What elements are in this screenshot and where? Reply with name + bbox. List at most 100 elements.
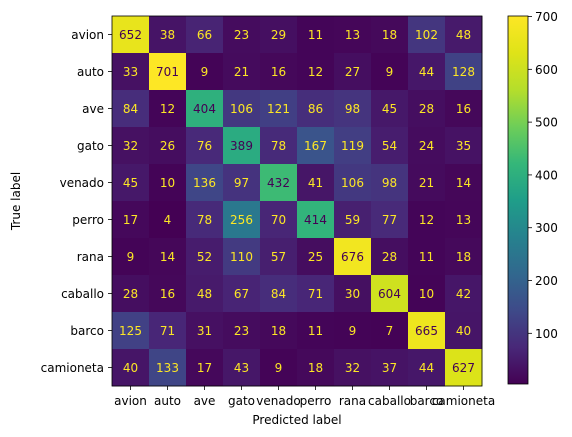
cell-value-4-0: 45 <box>123 176 138 190</box>
heatmap-cell-7-5 <box>297 275 335 313</box>
cell-value-9-4: 9 <box>275 361 283 375</box>
heatmap-cell-4-5 <box>297 164 335 202</box>
x-tick-label-2: ave <box>194 394 216 408</box>
cell-value-4-1: 10 <box>160 176 175 190</box>
heatmap-cell-8-4 <box>260 312 298 350</box>
cell-value-5-9: 13 <box>456 213 471 227</box>
cell-value-0-6: 13 <box>345 28 360 42</box>
heatmap-cell-4-4 <box>260 164 298 202</box>
cell-value-0-0: 652 <box>119 28 142 42</box>
cell-value-2-5: 86 <box>308 102 323 116</box>
heatmap-cell-2-4 <box>260 90 298 128</box>
cell-value-7-4: 84 <box>271 287 286 301</box>
heatmap-cell-2-9 <box>445 90 483 128</box>
heatmap-cell-2-7 <box>371 90 409 128</box>
cell-value-3-9: 35 <box>456 139 471 153</box>
cell-value-3-0: 32 <box>123 139 138 153</box>
cell-value-8-3: 23 <box>234 324 249 338</box>
heatmap-cell-1-8 <box>408 53 446 91</box>
cell-value-9-0: 40 <box>123 361 138 375</box>
cell-value-6-5: 25 <box>308 250 323 264</box>
heatmap-cell-1-5 <box>297 53 335 91</box>
heatmap-cell-9-2 <box>186 349 224 387</box>
cell-value-3-3: 389 <box>230 139 253 153</box>
y-tick-label-8: barco <box>70 324 104 338</box>
heatmap-cell-8-1 <box>149 312 187 350</box>
cell-value-4-4: 432 <box>267 176 290 190</box>
heatmap-cell-4-9 <box>445 164 483 202</box>
heatmap-cell-8-9 <box>445 312 483 350</box>
colorbar-tick-label-1: 200 <box>535 274 558 288</box>
heatmap-cell-3-5 <box>297 127 335 165</box>
cell-value-4-7: 98 <box>382 176 397 190</box>
heatmap-cell-7-6 <box>334 275 372 313</box>
cell-value-0-8: 102 <box>415 28 438 42</box>
cell-value-2-2: 404 <box>193 102 216 116</box>
cell-value-5-8: 12 <box>419 213 434 227</box>
cell-value-2-3: 106 <box>230 102 253 116</box>
heatmap-cell-2-6 <box>334 90 372 128</box>
cell-value-3-6: 119 <box>341 139 364 153</box>
heatmap-cell-5-2 <box>186 201 224 239</box>
heatmap-cell-7-3 <box>223 275 261 313</box>
heatmap-cell-8-3 <box>223 312 261 350</box>
heatmap-cell-9-5 <box>297 349 335 387</box>
heatmap-cell-6-8 <box>408 238 446 276</box>
heatmap-cell-4-7 <box>371 164 409 202</box>
heatmap-cell-9-7 <box>371 349 409 387</box>
cell-value-2-4: 121 <box>267 102 290 116</box>
x-axis-label: Predicted label <box>252 413 341 427</box>
heatmap-cell-2-3 <box>223 90 261 128</box>
cell-value-1-2: 9 <box>201 65 209 79</box>
heatmap-cell-5-1 <box>149 201 187 239</box>
cell-value-7-1: 16 <box>160 287 175 301</box>
y-axis-ticks: avion auto ave gato venado perro rana caballo ba… <box>41 28 112 375</box>
colorbar <box>507 15 529 385</box>
cell-value-2-7: 45 <box>382 102 397 116</box>
y-tick-label-1: auto <box>77 65 104 79</box>
cell-value-7-8: 10 <box>419 287 434 301</box>
heatmap-cell-4-1 <box>149 164 187 202</box>
cell-value-8-4: 18 <box>271 324 286 338</box>
cell-value-9-8: 44 <box>419 361 434 375</box>
cell-value-4-3: 97 <box>234 176 249 190</box>
colorbar-tick-label-5: 600 <box>535 63 558 77</box>
colorbar-tick-label-0: 100 <box>535 327 558 341</box>
heatmap-cell-5-9 <box>445 201 483 239</box>
heatmap-cell-3-3 <box>223 127 261 165</box>
cell-value-6-0: 9 <box>127 250 135 264</box>
cell-value-0-7: 18 <box>382 28 397 42</box>
cell-value-9-9: 627 <box>452 361 475 375</box>
cell-value-0-5: 11 <box>308 28 323 42</box>
heatmap-cell-0-7 <box>371 16 409 54</box>
heatmap-cell-3-8 <box>408 127 446 165</box>
heatmap-cell-3-1 <box>149 127 187 165</box>
cell-value-8-8: 665 <box>415 324 438 338</box>
cell-value-5-0: 17 <box>123 213 138 227</box>
cell-value-1-0: 33 <box>123 65 138 79</box>
heatmap-cell-6-2 <box>186 238 224 276</box>
heatmap-cell-3-9 <box>445 127 483 165</box>
colorbar-tick-label-2: 300 <box>535 221 558 235</box>
y-tick-label-5: perro <box>72 213 104 227</box>
cell-value-7-6: 30 <box>345 287 360 301</box>
cell-value-0-9: 48 <box>456 28 471 42</box>
x-tick-label-4: venado <box>256 394 300 408</box>
cell-value-4-6: 106 <box>341 176 364 190</box>
heatmap-cell-7-7 <box>371 275 409 313</box>
heatmap-cell-8-5 <box>297 312 335 350</box>
y-tick-label-9: camioneta <box>41 361 104 375</box>
cell-value-6-7: 28 <box>382 250 397 264</box>
heatmap-cell-6-3 <box>223 238 261 276</box>
heatmap-cell-7-4 <box>260 275 298 313</box>
cell-value-1-4: 16 <box>271 65 286 79</box>
cell-value-8-1: 71 <box>160 324 175 338</box>
cell-value-7-3: 67 <box>234 287 249 301</box>
cell-value-6-2: 52 <box>197 250 212 264</box>
heatmap-cell-4-3 <box>223 164 261 202</box>
cell-value-6-8: 11 <box>419 250 434 264</box>
heatmap-cell-2-8 <box>408 90 446 128</box>
heatmap-cell-2-2 <box>186 90 224 128</box>
heatmap-cell-6-6 <box>334 238 372 276</box>
